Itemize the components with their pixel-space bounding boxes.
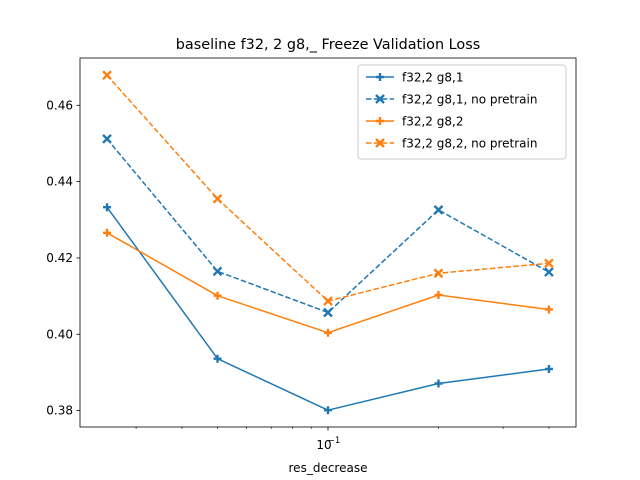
data-point-s1-2	[213, 354, 222, 363]
data-point-s2-5	[544, 267, 554, 277]
data-point-s2-3	[323, 307, 333, 318]
x-tick-label: 10	[316, 438, 331, 452]
y-tick-label: 0.44	[46, 175, 73, 189]
legend-marker-3	[376, 117, 384, 125]
data-point-s2-2	[212, 266, 223, 277]
y-tick-label: 0.42	[46, 251, 73, 265]
data-point-s3-1	[103, 228, 112, 237]
data-point-s4-5	[544, 258, 554, 269]
y-tick-label: 0.38	[46, 404, 73, 418]
data-point-s2-4	[433, 205, 444, 215]
data-point-s4-4	[433, 268, 444, 279]
data-point-s1-5	[544, 364, 553, 373]
legend-label-1: f32,2 g8,1	[402, 71, 463, 85]
x-tick-label-exponent: −1	[328, 436, 341, 446]
data-point-s4-3	[323, 296, 333, 306]
chart-title: baseline f32, 2 g8,_ Freeze Validation L…	[176, 37, 480, 53]
series-line-2	[106, 138, 550, 314]
y-tick-label: 0.40	[46, 327, 73, 341]
legend-label-3: f32,2 g8,2	[402, 115, 463, 129]
legend-marker-1	[376, 73, 384, 81]
legend-label-2: f32,2 g8,1, no pretrain	[402, 93, 537, 107]
data-point-s3-4	[434, 290, 443, 299]
legend-label-4: f32,2 g8,2, no pretrain	[402, 137, 537, 151]
data-point-s4-1	[102, 70, 112, 81]
data-point-s2-1	[102, 134, 112, 144]
x-axis-label: res_decrease	[289, 461, 368, 475]
legend: f32,2 g8,1 f32,2 g8,1, no pretrain f32,2 g…	[357, 64, 567, 160]
data-point-s3-3	[323, 328, 332, 337]
data-point-s3-5	[544, 305, 553, 314]
plot-area: 0.38 0.40 0.42 0.44 0.46 10−1	[46, 57, 577, 452]
data-point-s1-4	[434, 379, 443, 388]
legend-marker-2	[375, 94, 385, 104]
data-point-s3-2	[213, 291, 222, 300]
data-point-s1-1	[103, 203, 112, 212]
data-point-s4-2	[212, 193, 223, 204]
y-tick-label: 0.46	[46, 98, 73, 112]
data-point-s1-3	[323, 406, 332, 415]
legend-box	[357, 64, 567, 160]
legend-marker-4	[375, 138, 385, 148]
